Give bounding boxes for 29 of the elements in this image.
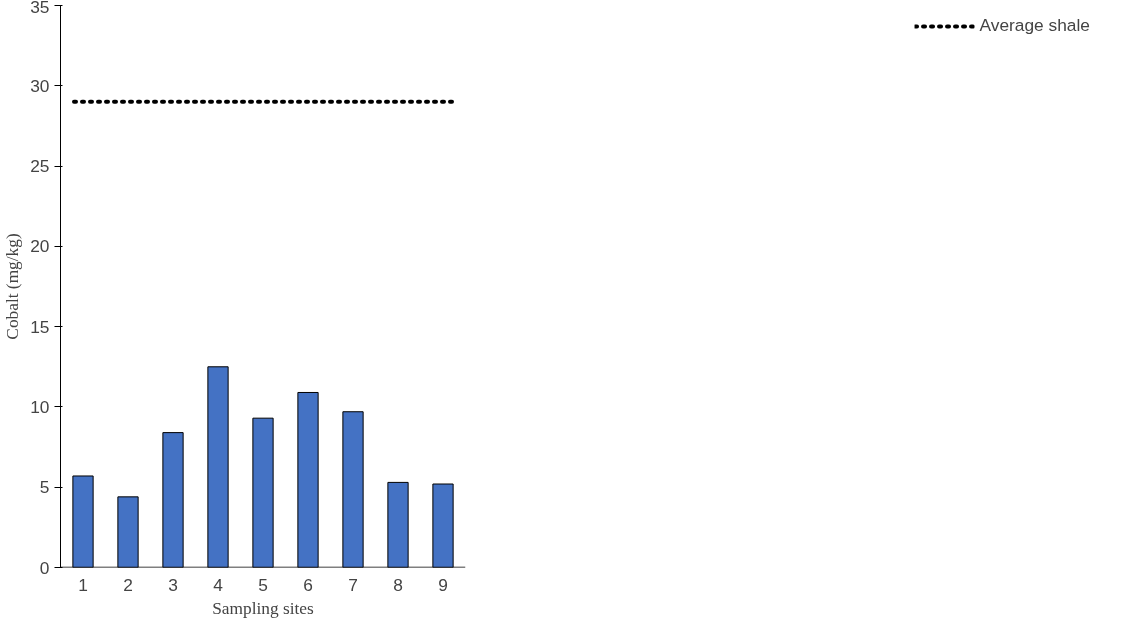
y-tick-label: 25 xyxy=(30,156,50,177)
y-axis-title: Cobalt (mg/kg) xyxy=(3,233,23,340)
x-tick-label: 6 xyxy=(303,574,313,595)
x-tick-label: 5 xyxy=(258,574,268,595)
bar xyxy=(387,481,409,568)
x-tick-label: 9 xyxy=(438,574,448,595)
x-tick-label: 3 xyxy=(168,574,178,595)
y-tick-label: 20 xyxy=(30,236,50,257)
bar xyxy=(342,411,364,568)
bar xyxy=(432,483,454,568)
bar xyxy=(252,417,274,568)
bar xyxy=(162,432,184,568)
y-tick-label: 15 xyxy=(30,316,50,337)
x-tick-label: 8 xyxy=(393,574,403,595)
y-tick-label: 10 xyxy=(30,396,50,417)
y-tick-label: 30 xyxy=(30,75,50,96)
y-tick-label: 0 xyxy=(39,557,50,578)
x-tick-label: 1 xyxy=(78,574,88,595)
x-tick-label: 7 xyxy=(348,574,358,595)
bar xyxy=(72,475,94,568)
y-tick-label: 5 xyxy=(39,477,50,498)
x-tick-label: 4 xyxy=(213,574,224,595)
bar xyxy=(117,496,139,568)
y-tick-label: 35 xyxy=(30,0,50,17)
x-tick-label: 2 xyxy=(123,574,133,595)
legend-label: Average shale xyxy=(979,15,1090,36)
bar xyxy=(207,366,229,568)
x-axis-title: Sampling sites xyxy=(212,598,315,618)
bar xyxy=(297,391,319,568)
